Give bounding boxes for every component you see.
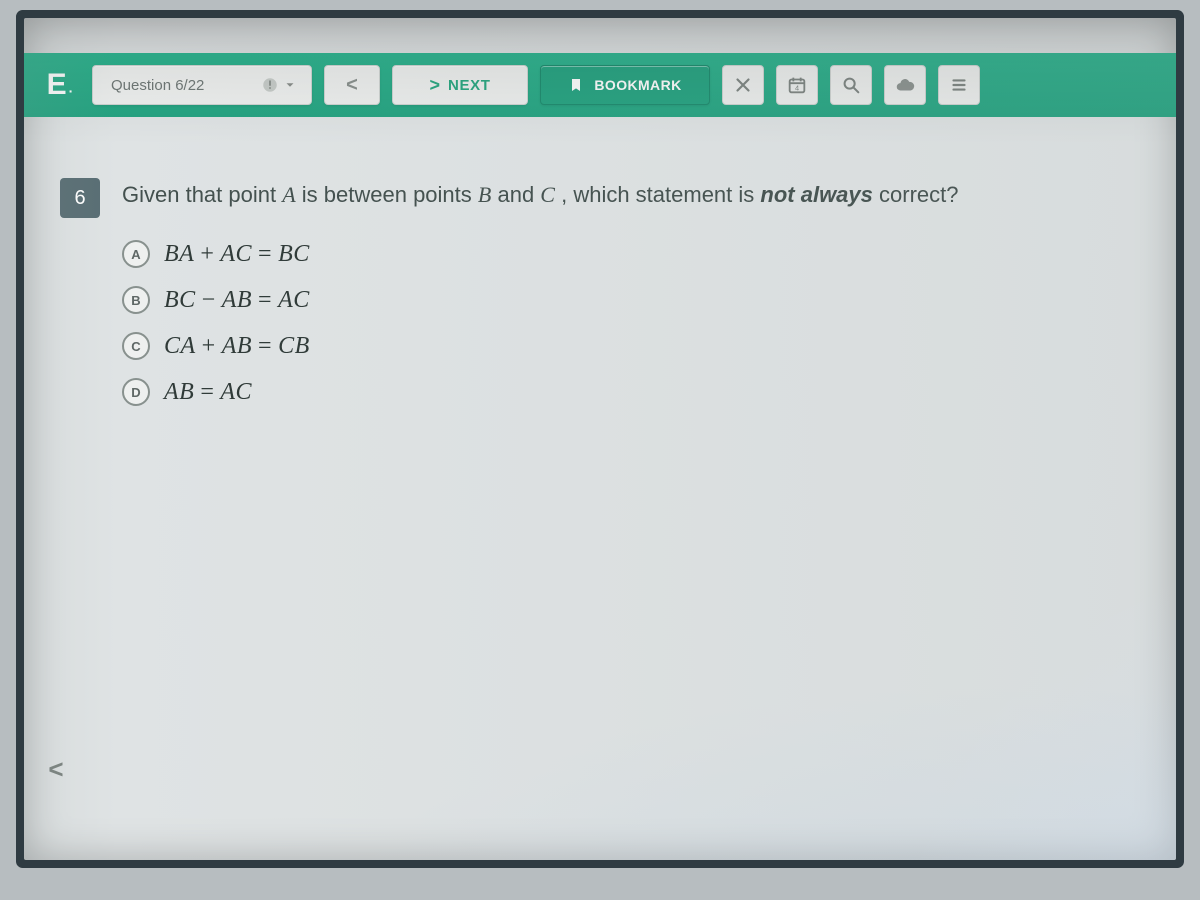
qt-C: C — [540, 182, 555, 207]
cb-r: AC — [278, 287, 310, 313]
cc-eq: = — [252, 333, 278, 359]
alert-dropdown[interactable] — [261, 76, 297, 94]
search-button[interactable] — [830, 65, 872, 105]
answer-choices: A BA+AC=BC B BC−AB=AC C CA+AB=CB D — [122, 240, 1140, 406]
choice-a-expr: BA+AC=BC — [164, 241, 310, 268]
cloud-button[interactable] — [884, 65, 926, 105]
cb-op: − — [196, 287, 222, 313]
cc-r: CB — [278, 333, 310, 359]
chevron-left-icon: < — [346, 74, 358, 97]
ca-l2: AC — [220, 241, 252, 267]
app-logo-dot: · — [69, 83, 74, 99]
qt-3: and — [491, 182, 540, 207]
question-number: 6 — [74, 187, 85, 210]
moire-overlay — [24, 18, 1176, 860]
close-button[interactable] — [722, 65, 764, 105]
cc-op: + — [196, 333, 222, 359]
bookmark-label: BOOKMARK — [594, 77, 681, 93]
bookmark-icon — [568, 77, 584, 93]
question-text: Given that point A is between points B a… — [122, 178, 958, 211]
chevron-left-icon: < — [48, 754, 63, 785]
calendar-button[interactable]: 4 — [776, 65, 818, 105]
choice-c[interactable]: C CA+AB=CB — [122, 332, 1140, 360]
choice-b-bubble[interactable]: B — [122, 286, 150, 314]
question-content: 6 Given that point A is between points B… — [60, 178, 1140, 406]
qt-1: Given that point — [122, 182, 282, 207]
svg-text:4: 4 — [795, 84, 799, 93]
glare-overlay — [24, 18, 1176, 860]
qt-5: correct? — [873, 182, 959, 207]
top-toolbar: E· Question 6/22 < > NEXT BOOKMARK 4 — [24, 53, 1176, 117]
list-button[interactable] — [938, 65, 980, 105]
next-button-label: NEXT — [448, 77, 490, 94]
qt-2: is between points — [296, 182, 478, 207]
ca-op: + — [194, 241, 220, 267]
question-number-badge: 6 — [60, 178, 100, 218]
bookmark-button[interactable]: BOOKMARK — [540, 65, 710, 105]
cc-l1: CA — [164, 333, 196, 359]
cc-l2: AB — [222, 333, 252, 359]
choice-b-expr: BC−AB=AC — [164, 287, 310, 314]
cb-l1: BC — [164, 287, 196, 313]
cb-l2: AB — [222, 287, 252, 313]
qt-B: B — [478, 182, 491, 207]
calendar-icon: 4 — [786, 74, 808, 96]
search-icon — [840, 74, 862, 96]
next-button[interactable]: > NEXT — [392, 65, 528, 105]
ca-l1: BA — [164, 241, 194, 267]
chevron-down-icon — [283, 78, 297, 92]
prev-button[interactable]: < — [324, 65, 380, 105]
ca-r: BC — [278, 241, 310, 267]
question-row: 6 Given that point A is between points B… — [60, 178, 1140, 218]
chevron-right-icon: > — [430, 75, 441, 96]
cd-eq: = — [194, 379, 220, 405]
alert-icon — [261, 76, 279, 94]
choice-c-bubble[interactable]: C — [122, 332, 150, 360]
choice-b-letter: B — [131, 293, 140, 308]
cd-r: AC — [220, 379, 252, 405]
choice-d[interactable]: D AB=AC — [122, 378, 1140, 406]
question-indicator[interactable]: Question 6/22 — [92, 65, 312, 105]
list-icon — [948, 74, 970, 96]
ca-eq: = — [252, 241, 278, 267]
collapse-left-button[interactable]: < — [40, 753, 72, 785]
cd-l1: AB — [164, 379, 194, 405]
question-indicator-label: Question 6/22 — [111, 77, 204, 94]
app-logo-text: E — [47, 68, 67, 102]
close-icon — [732, 74, 754, 96]
choice-a[interactable]: A BA+AC=BC — [122, 240, 1140, 268]
cb-eq: = — [252, 287, 278, 313]
choice-d-letter: D — [131, 385, 140, 400]
choice-d-expr: AB=AC — [164, 379, 252, 406]
qt-A: A — [282, 182, 295, 207]
qt-em: not always — [760, 182, 872, 207]
screen-frame: E· Question 6/22 < > NEXT BOOKMARK 4 — [24, 18, 1176, 860]
choice-c-expr: CA+AB=CB — [164, 333, 310, 360]
qt-4: , which statement is — [555, 182, 760, 207]
app-logo[interactable]: E· — [38, 64, 80, 106]
choice-c-letter: C — [131, 339, 140, 354]
choice-d-bubble[interactable]: D — [122, 378, 150, 406]
cloud-icon — [894, 74, 916, 96]
choice-a-letter: A — [131, 247, 140, 262]
choice-b[interactable]: B BC−AB=AC — [122, 286, 1140, 314]
choice-a-bubble[interactable]: A — [122, 240, 150, 268]
